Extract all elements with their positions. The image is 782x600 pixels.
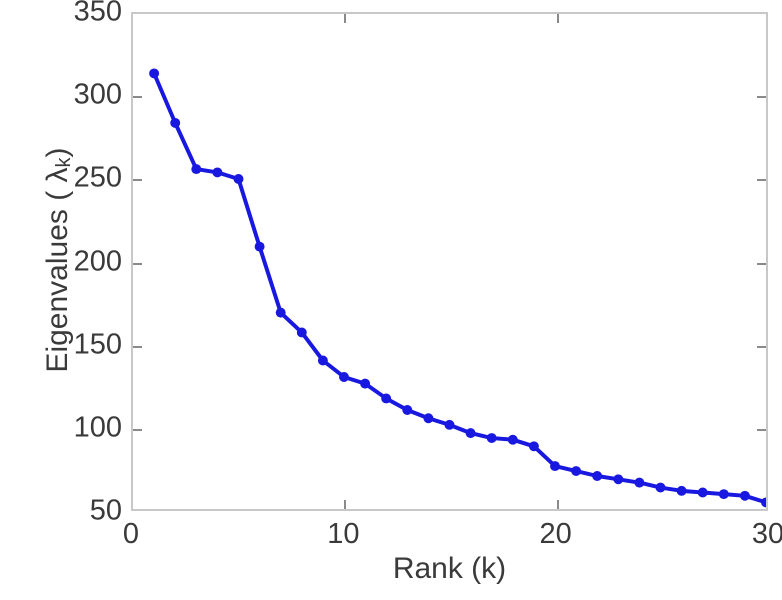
data-point-marker xyxy=(739,490,750,501)
data-point-marker xyxy=(697,487,708,498)
y-axis-tick-mark xyxy=(757,428,766,431)
x-axis-label: Rank (k) xyxy=(392,552,507,585)
data-point-marker xyxy=(170,117,181,128)
y-axis-tick-mark xyxy=(133,428,142,431)
data-series-line xyxy=(149,68,766,508)
data-point-marker xyxy=(402,405,413,415)
data-point-marker xyxy=(761,497,766,508)
y-axis-tick-label: 250 xyxy=(73,161,122,194)
y-axis-tick-label: 200 xyxy=(73,245,122,277)
data-point-marker xyxy=(233,174,244,184)
y-axis-tick-label: 50 xyxy=(89,494,122,527)
data-point-marker xyxy=(381,393,392,404)
data-point-marker xyxy=(486,433,497,444)
y-axis-tick-label: 100 xyxy=(73,411,122,444)
series-polyline xyxy=(152,71,766,505)
data-point-marker xyxy=(550,461,560,472)
y-axis-tick-mark xyxy=(133,345,142,348)
data-point-marker xyxy=(212,167,223,178)
y-axis-tick-mark xyxy=(757,262,766,265)
data-point-marker xyxy=(634,477,645,488)
y-axis-tick-label: 150 xyxy=(73,328,122,361)
x-axis-tick-label: 0 xyxy=(122,518,140,550)
x-axis-tick-mark xyxy=(344,14,347,23)
x-axis-tick-mark xyxy=(344,500,347,509)
data-point-marker xyxy=(317,355,328,366)
data-point-marker xyxy=(360,378,371,389)
data-point-marker xyxy=(592,471,603,481)
y-axis-tick-mark xyxy=(133,262,142,265)
y-axis-tick-mark xyxy=(757,179,766,182)
data-point-marker xyxy=(254,241,265,252)
y-axis-tick-label: 300 xyxy=(73,78,122,111)
data-point-marker xyxy=(613,474,624,485)
x-axis-tick-label: 30 xyxy=(751,518,782,550)
y-axis-tick-label: 350 xyxy=(73,0,122,28)
x-axis-tick-mark xyxy=(556,500,559,509)
y-axis-tick-mark xyxy=(757,345,766,348)
data-point-marker xyxy=(507,434,518,445)
data-point-marker xyxy=(528,441,539,452)
data-point-marker xyxy=(676,485,687,496)
data-point-marker xyxy=(571,466,582,477)
data-point-marker xyxy=(655,482,666,493)
data-point-marker xyxy=(149,68,160,79)
data-point-marker xyxy=(465,428,476,439)
data-point-marker xyxy=(718,489,729,500)
data-point-marker xyxy=(423,413,434,424)
data-point-marker xyxy=(339,372,349,382)
y-axis-tick-mark xyxy=(757,96,766,99)
y-axis-tick-mark xyxy=(133,96,142,99)
x-axis-tick-label: 10 xyxy=(327,518,360,550)
x-axis-tick-label: 20 xyxy=(539,518,572,550)
data-point-marker xyxy=(296,327,307,338)
data-point-marker xyxy=(191,164,202,175)
y-axis-tick-labels: 50 100 150 200 250 300 350 xyxy=(9,0,122,600)
y-axis-tick-mark xyxy=(133,179,142,182)
data-point-marker xyxy=(444,419,455,430)
plot-area xyxy=(131,12,768,511)
data-point-marker xyxy=(275,307,286,318)
x-axis-tick-mark xyxy=(556,14,559,23)
